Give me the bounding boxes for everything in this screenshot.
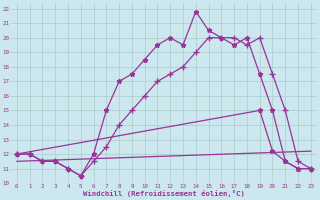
X-axis label: Windchill (Refroidissement éolien,°C): Windchill (Refroidissement éolien,°C) [83, 190, 245, 197]
